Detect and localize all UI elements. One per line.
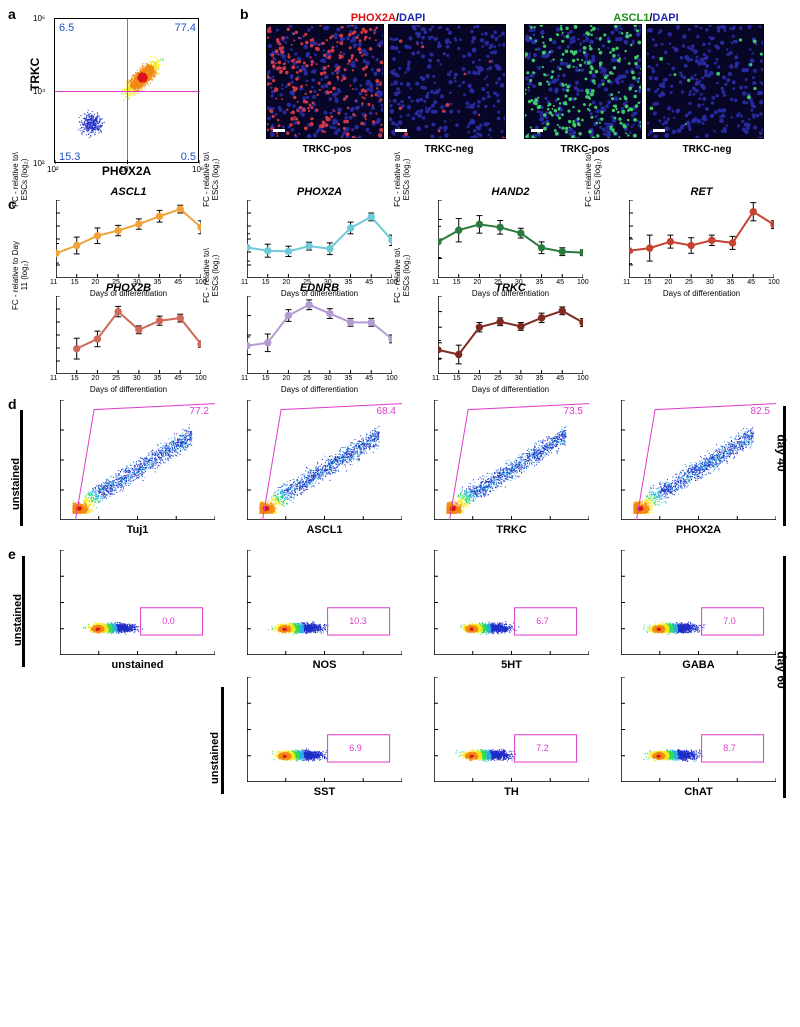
flow-scatter-ascl1: 01,0002,0003,0004,00010⁰10¹10²10³10⁴68.4… (247, 400, 402, 520)
chart-title: PHOX2A (297, 186, 342, 198)
panel-label-b: b (240, 6, 249, 22)
panel-d: unstained01,0002,0003,0004,00010⁰10¹10²1… (18, 396, 792, 538)
flow-scatter-nos: 01,0002,0003,0004,00010⁰10¹10²10³10⁴10.3… (247, 550, 402, 655)
flow-scatter-gaba: 01,0002,0003,0004,00010⁰10¹10²10³10⁴7.0G… (621, 550, 776, 655)
chart-title: RET (691, 186, 713, 198)
panel-e: unstained unstained 01,0002,0003,0004,0001… (18, 546, 792, 800)
linechart-ascl1: -20246810ASCL1FC - relative to\ ESCs (lo… (56, 200, 201, 278)
panel-e-rowlabel: day 60 (774, 651, 788, 688)
stain-header: PHOX2A/DAPI (266, 12, 510, 24)
chart-ylabel: FC - relative to\ ESCs (log₂) (202, 145, 220, 215)
linechart-phox2a: -20246810PHOX2AFC - relative to\ ESCs (l… (247, 200, 392, 278)
svg-text:6.5: 6.5 (59, 22, 74, 34)
scatter-xlabel: TH (504, 786, 519, 798)
svg-text:15.3: 15.3 (59, 151, 80, 163)
chart-xlabel: Days of differentiation (90, 385, 167, 394)
flow-scatter-5ht: 01,0002,0003,0004,00010⁰10¹10²10³10⁴6.75… (434, 550, 589, 655)
scatter-xlabel: NOS (313, 659, 337, 671)
linechart-phox2b: -20246810PHOX2BFC - relative to Day 11 (… (56, 296, 201, 374)
panel-label-d: d (8, 396, 17, 412)
scatter-xlabel: GABA (682, 659, 714, 671)
flow-scatter-trkc: 01,0002,0003,0004,00010⁰10¹10²10³10⁴73.5… (434, 400, 589, 520)
chart-ylabel: FC - relative to\ ESCs (log₂) (393, 241, 411, 311)
scatter-xlabel: 5HT (501, 659, 522, 671)
row-c: c -20246810ASCL1FC - relative to\ ESCs (… (8, 196, 792, 388)
row-d: d unstained01,0002,0003,0004,00010⁰10¹10… (8, 396, 792, 538)
flow-scatter-tuj1: 01,0002,0003,0004,00010⁰10¹10²10³10⁴77.2… (60, 400, 215, 520)
micrograph (524, 24, 642, 139)
chart-xlabel: Days of differentiation (472, 385, 549, 394)
scatter-xlabel: TRKC (496, 524, 527, 536)
micrograph-group: ASCL1/DAPITRKC-posTRKC-neg (524, 12, 768, 155)
chart-ylabel: FC - relative to\ ESCs (log₂) (584, 145, 602, 215)
chart-xlabel: Days of differentiation (281, 385, 358, 394)
scatter-xlabel: ChAT (684, 786, 713, 798)
chart-xlabel: Days of differentiation (663, 289, 740, 298)
flow-cytometry-plot-a: 6.577.415.30.5TRKCPHOX2A10²10⁴10⁶10²10⁴1… (54, 18, 199, 163)
panel-a-ylabel: TRKC (28, 57, 42, 90)
panel-b: PHOX2A/DAPI TRKC-pos TRKC-negASCL1/DAPITRK… (266, 12, 796, 155)
micrograph-caption: TRKC-pos (266, 144, 388, 155)
flow-scatter-phox2a: 01,0002,0003,0004,00010⁰10¹10²10³10⁴82.5… (621, 400, 776, 520)
scatter-xlabel: ASCL1 (306, 524, 342, 536)
panel-c: -20246810ASCL1FC - relative to\ ESCs (lo… (18, 196, 792, 388)
scatter-xlabel: SST (314, 786, 335, 798)
panel-e-ylabel-2: unstained (209, 732, 221, 784)
chart-title: HAND2 (492, 186, 530, 198)
micrograph (266, 24, 384, 139)
micrograph (388, 24, 506, 139)
chart-title: ASCL1 (110, 186, 146, 198)
linechart-hand2: -20246HAND2FC - relative to\ ESCs (log₂)… (438, 200, 583, 278)
chart-ylabel: FC - relative to Day 11 (log₂) (11, 241, 29, 311)
linechart-ret: -1012345RETFC - relative to\ ESCs (log₂)… (629, 200, 774, 278)
micrograph (646, 24, 764, 139)
row-e: e unstained unstained 01,0002,0003,0004,00… (8, 546, 792, 800)
panel-label-e: e (8, 546, 16, 562)
chart-ylabel: FC - relative to\ ESCs (log₂) (202, 241, 220, 311)
flow-scatter-unstained: 01,0002,0003,0004,00010⁰10¹10²10³10⁴0.0u… (60, 550, 215, 655)
panel-a: 6.577.415.30.5TRKCPHOX2A10²10⁴10⁶10²10⁴1… (54, 18, 199, 163)
chart-title: PHOX2B (106, 282, 151, 294)
flow-scatter-chat: 01,0002,0003,0004,00010⁰10¹10²10³10⁴8.7C… (621, 677, 776, 782)
chart-title: EDNRB (300, 282, 339, 294)
linechart-trkc: -202468TRKCFC - relative to\ ESCs (log₂)… (438, 296, 583, 374)
flow-scatter-sst: 01,0002,0003,0004,00010⁰10¹10²10³10⁴6.9S… (247, 677, 402, 782)
micrograph-caption: TRKC-neg (646, 144, 768, 155)
stain-header: ASCL1/DAPI (524, 12, 768, 24)
chart-ylabel: FC - relative to\ ESCs (log₂) (393, 145, 411, 215)
scatter-xlabel: Tuj1 (127, 524, 149, 536)
flow-scatter-th: 01,0002,0003,0004,00010⁰10¹10²10³10⁴7.2T… (434, 677, 589, 782)
panel-label-a: a (8, 6, 16, 22)
linechart-ednrb: -20246EDNRBFC - relative to\ ESCs (log₂)… (247, 296, 392, 374)
panel-d-ylabel: unstained (10, 458, 22, 510)
svg-text:0.5: 0.5 (181, 151, 196, 163)
figure-root: a 6.577.415.30.5TRKCPHOX2A10²10⁴10⁶10²10… (0, 0, 800, 810)
scatter-xlabel: PHOX2A (676, 524, 721, 536)
svg-text:77.4: 77.4 (175, 22, 196, 34)
panel-e-ylabel: unstained (12, 594, 24, 646)
panel-d-rowlabel: day 40 (774, 434, 788, 471)
chart-ylabel: FC - relative to\ ESCs (log₂) (11, 145, 29, 215)
micrograph-group: PHOX2A/DAPITRKC-posTRKC-neg (266, 12, 510, 155)
chart-title: TRKC (495, 282, 526, 294)
scatter-xlabel: unstained (112, 659, 164, 671)
